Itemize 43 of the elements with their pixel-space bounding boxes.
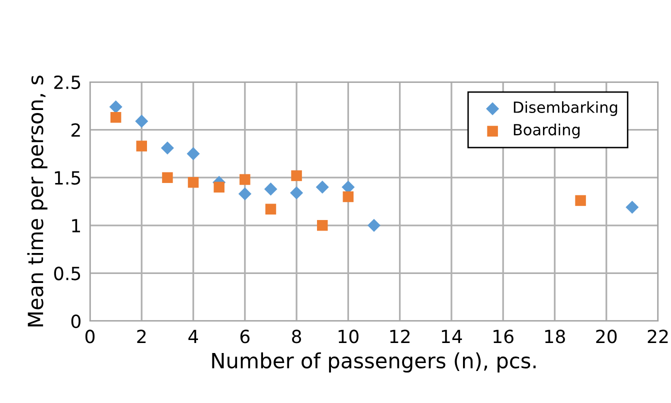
y-tick-label: 0 xyxy=(71,314,80,328)
legend-label: Disembarking xyxy=(514,101,618,116)
x-tick-label: 18 xyxy=(545,330,565,344)
y-tick-label: 1 xyxy=(72,219,80,232)
x-tick-label: 10 xyxy=(338,330,358,344)
x-tick-label: 2 xyxy=(137,330,146,344)
point xyxy=(367,218,381,232)
point xyxy=(214,182,224,193)
x-axis-title: Number of passengers (n), pcs. xyxy=(212,352,536,373)
point xyxy=(342,191,354,202)
point xyxy=(626,200,639,214)
point xyxy=(238,187,252,200)
point xyxy=(316,180,329,194)
y-tick-label: 1.5 xyxy=(54,171,80,185)
point xyxy=(136,140,148,152)
x-tick-label: 8 xyxy=(292,330,302,344)
x-tick-label: 14 xyxy=(442,330,462,344)
point xyxy=(291,170,302,182)
point xyxy=(575,195,586,206)
y-axis-title: Mean time per person, s xyxy=(27,76,48,326)
point xyxy=(316,220,328,231)
y-tick-label: 0.5 xyxy=(54,266,80,280)
x-tick-label: 16 xyxy=(494,330,514,344)
x-tick-label: 22 xyxy=(648,330,668,344)
y-tick-label: 2 xyxy=(72,123,80,137)
x-tick-label: 6 xyxy=(240,330,250,344)
point xyxy=(162,172,173,183)
x-tick-label: 20 xyxy=(596,330,617,344)
legend-label: Boarding xyxy=(514,124,580,138)
point xyxy=(265,204,276,215)
point xyxy=(160,141,174,154)
point xyxy=(264,182,278,196)
point xyxy=(188,177,199,188)
x-tick-label: 12 xyxy=(390,330,410,344)
point xyxy=(109,100,122,114)
point xyxy=(240,174,250,185)
x-tick-label: 4 xyxy=(188,330,198,344)
point xyxy=(290,186,304,200)
point xyxy=(110,112,122,123)
point xyxy=(186,147,200,160)
x-tick-label: 0 xyxy=(85,330,95,344)
y-tick-label: 2.5 xyxy=(54,75,80,90)
point xyxy=(135,114,148,128)
